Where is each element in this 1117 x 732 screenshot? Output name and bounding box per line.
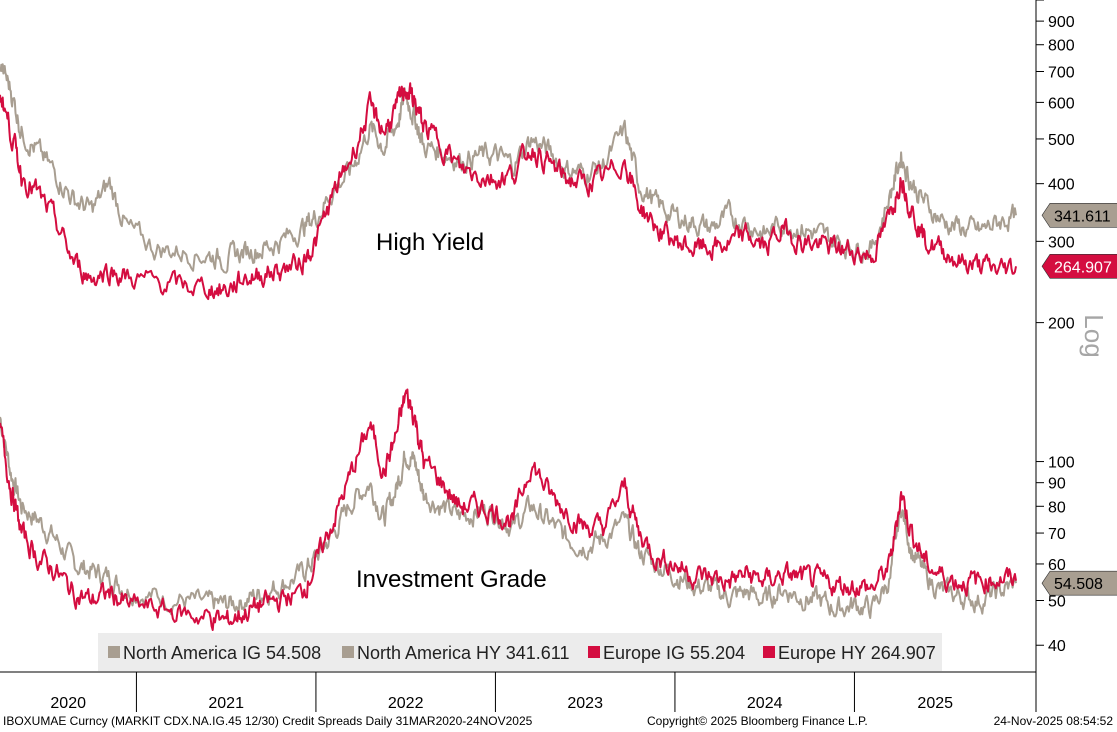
- log-scale-label: Log: [1079, 314, 1109, 357]
- legend-north-america-hy: North America HY 341.611: [357, 643, 569, 663]
- tag-label-north-america-hy: 341.611: [1054, 208, 1111, 225]
- y-tick-label-600: 600: [1048, 95, 1075, 112]
- y-tick-label-500: 500: [1048, 132, 1075, 149]
- footer-timestamp: 24-Nov-2025 08:54:52: [993, 714, 1113, 728]
- y-tick-label-900: 900: [1048, 14, 1075, 31]
- y-tick-label-60: 60: [1048, 557, 1066, 574]
- y-tick-label-700: 700: [1048, 64, 1075, 81]
- legend-swatch-europe-hy: [763, 646, 775, 658]
- y-tick-label-200: 200: [1048, 316, 1075, 333]
- annotation-high-yield: High Yield: [376, 229, 484, 256]
- y-tick-label-800: 800: [1048, 38, 1075, 55]
- x-year-label-2025: 2025: [917, 695, 953, 712]
- y-tick-label-100: 100: [1048, 455, 1075, 472]
- tag-box-europe-hy: [1041, 253, 1117, 279]
- y-tick-label-40: 40: [1048, 638, 1066, 655]
- legend: North America IG 54.508 North America HY…: [98, 633, 942, 671]
- series-line-north-america-hy: [0, 63, 1017, 274]
- y-tick-label-300: 300: [1048, 234, 1075, 251]
- axis-layer: [0, 0, 1037, 673]
- series-line-europe-hy: [0, 82, 1017, 301]
- annotation-investment-grade: Investment Grade: [356, 566, 547, 593]
- legend-europe-hy: Europe HY 264.907: [778, 643, 936, 663]
- legend-north-america-ig: North America IG 54.508: [123, 643, 321, 663]
- x-year-label-2023: 2023: [567, 695, 603, 712]
- series-line-north-america-ig: [0, 416, 1017, 619]
- y-tick-label-90: 90: [1048, 476, 1066, 493]
- y-tick-label-400: 400: [1048, 177, 1075, 194]
- legend-background: [98, 633, 942, 671]
- x-year-label-2020: 2020: [50, 695, 86, 712]
- y-tick-label-70: 70: [1048, 526, 1066, 543]
- tag-box-north-america-ig: [1041, 570, 1117, 596]
- x-year-label-2024: 2024: [747, 695, 783, 712]
- x-year-label-2021: 2021: [208, 695, 244, 712]
- series-layer: [0, 63, 1017, 631]
- last-value-tags: 341.611 264.907 54.508: [1041, 203, 1117, 596]
- x-axis-ticks: 2020 2021 2022 2023 2024 2025: [50, 672, 1037, 712]
- y-tick-label-50: 50: [1048, 594, 1066, 611]
- legend-swatch-north-america-ig: [108, 646, 120, 658]
- y-axis-ticks: 40 50 60 70 80 90 100 200 300 400 500 600 700 800 900: [1036, 0, 1075, 655]
- footer-source: IBOXUMAE Curncy (MARKIT CDX.NA.IG.45 12/…: [3, 714, 533, 728]
- series-line-europe-ig: [0, 388, 1017, 631]
- x-year-label-2022: 2022: [388, 695, 424, 712]
- legend-swatch-europe-ig: [588, 646, 600, 658]
- tag-box-north-america-hy: [1041, 203, 1117, 228]
- tag-label-north-america-ig: 54.508: [1054, 576, 1103, 593]
- y-tick-label-80: 80: [1048, 499, 1066, 516]
- legend-swatch-north-america-hy: [342, 646, 354, 658]
- tag-label-europe-hy: 264.907: [1054, 259, 1112, 276]
- footer-copyright: Copyright© 2025 Bloomberg Finance L.P.: [647, 714, 868, 728]
- legend-europe-ig: Europe IG 55.204: [603, 643, 745, 663]
